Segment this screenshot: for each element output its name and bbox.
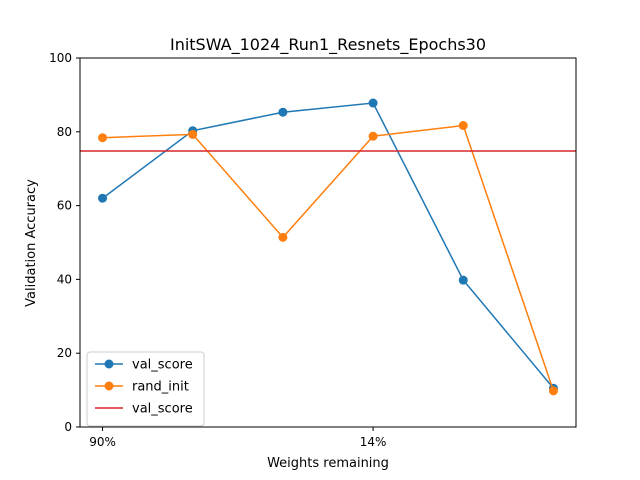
data-point-val_score: [278, 107, 288, 117]
data-point-val_score: [98, 193, 108, 203]
data-point-rand_init: [278, 232, 288, 242]
legend: val_score rand_init val_score: [86, 351, 205, 427]
legend-label: val_score: [132, 402, 193, 417]
plot-area: 0 20 40 60 80 100 90% 14%: [49, 51, 577, 449]
x-tick-label: 14%: [360, 435, 387, 449]
y-tick-label: 0: [64, 420, 72, 434]
data-point-val_score: [458, 275, 468, 285]
data-point-rand_init: [188, 129, 198, 139]
legend-label: val_score: [132, 358, 193, 373]
data-point-rand_init: [458, 121, 468, 131]
legend-marker: [104, 381, 114, 391]
axes-frame: [79, 57, 577, 428]
data-point-rand_init: [368, 131, 378, 141]
x-axis-label: Weights remaining: [267, 456, 389, 471]
legend-marker: [104, 359, 114, 369]
y-tick-label: 60: [57, 199, 72, 213]
data-point-val_score: [368, 98, 378, 108]
series-line-rand_init: [102, 124, 555, 392]
data-point-rand_init: [548, 386, 558, 396]
y-tick-label: 80: [57, 125, 72, 139]
y-tick-label: 20: [57, 346, 72, 360]
chart-title: InitSWA_1024_Run1_Resnets_Epochs30: [170, 35, 486, 55]
x-tick-label: 90%: [89, 435, 116, 449]
y-axis-label: Validation Accuracy: [24, 179, 39, 307]
data-point-rand_init: [98, 133, 108, 143]
legend-label: rand_init: [132, 380, 189, 395]
y-tick-label: 100: [49, 51, 72, 65]
series-line-val_score: [102, 102, 555, 389]
y-tick-label: 40: [57, 272, 72, 286]
